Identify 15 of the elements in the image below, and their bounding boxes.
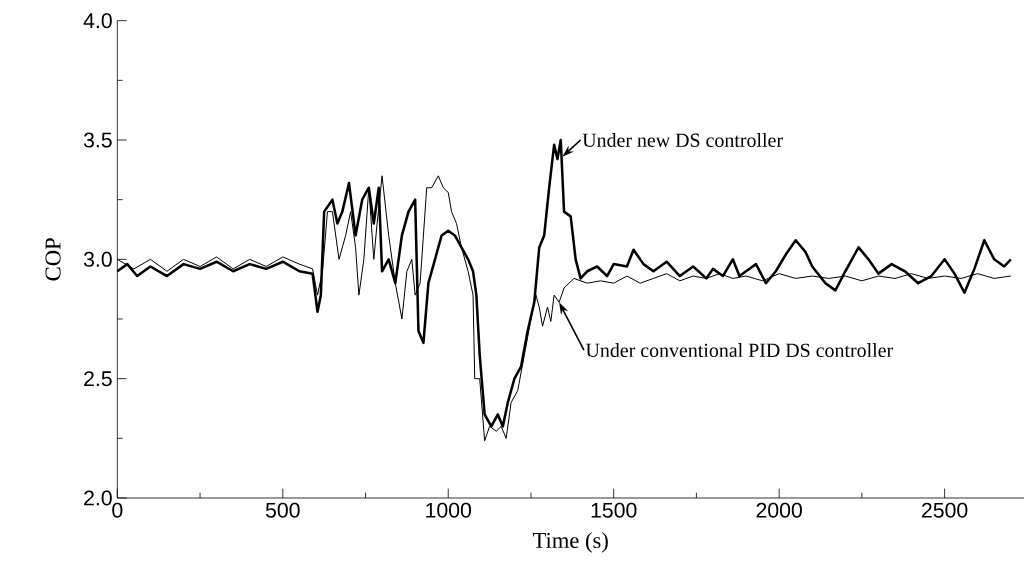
y-tick-label: 2.5	[84, 371, 112, 387]
y-axis-title: COP	[45, 238, 61, 281]
x-tick-label: 2500	[922, 502, 968, 518]
annotation: Under conventional PID DS controller	[585, 343, 893, 358]
y-tick-label: 3.5	[83, 132, 112, 148]
x-tick-label: 500	[265, 502, 300, 518]
x-axis-title: Time (s)	[532, 532, 608, 553]
x-tick-label: 2000	[756, 502, 802, 518]
annotation: Under new DS controller	[582, 133, 783, 147]
x-tick-label: 0	[112, 502, 123, 518]
x-tick-label: 1500	[591, 502, 637, 518]
y-tick-label: 4.0	[83, 13, 112, 29]
y-tick-label: 2.0	[84, 490, 112, 506]
x-tick-label: 1000	[426, 502, 472, 518]
y-tick-label: 3.0	[83, 251, 112, 267]
